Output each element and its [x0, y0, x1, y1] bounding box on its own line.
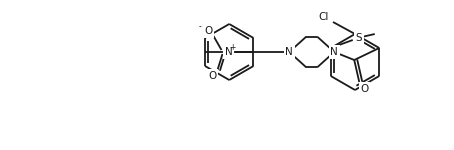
Text: +: +	[229, 42, 236, 51]
Text: N: N	[331, 47, 338, 57]
Text: N: N	[286, 47, 293, 57]
Text: N: N	[225, 47, 232, 57]
Text: O: O	[360, 84, 368, 94]
Text: O: O	[204, 26, 212, 36]
Text: S: S	[355, 33, 362, 43]
Text: O: O	[208, 71, 217, 81]
Text: -: -	[199, 22, 202, 32]
Text: Cl: Cl	[319, 12, 329, 22]
